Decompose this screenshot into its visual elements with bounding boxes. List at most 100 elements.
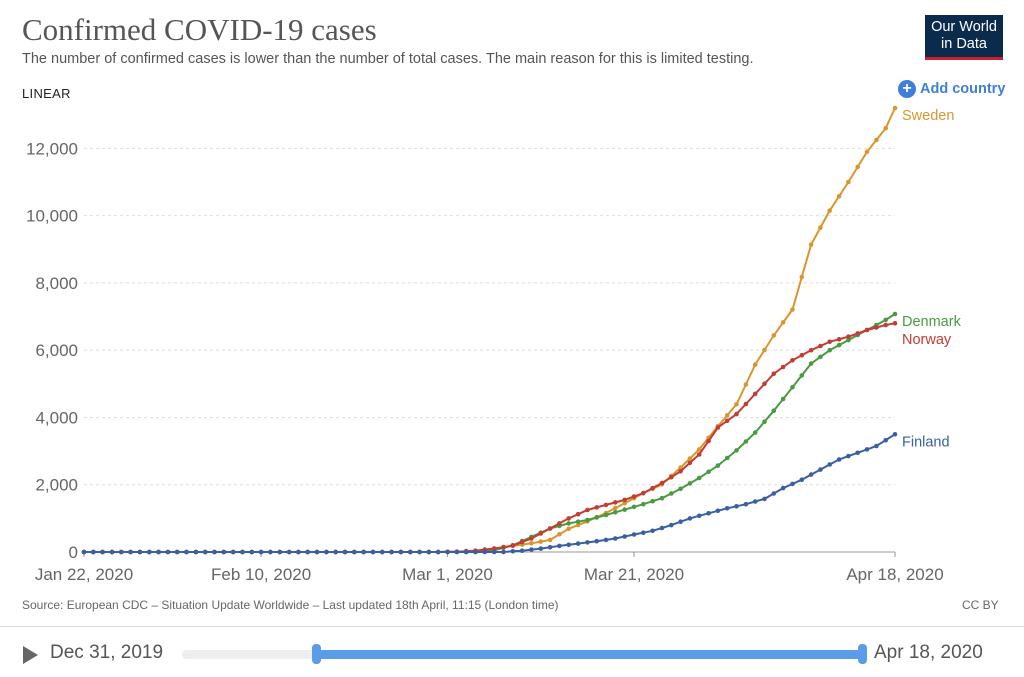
series-label-finland: Finland (902, 434, 950, 450)
data-point-sweden (883, 125, 888, 131)
timeline-start-handle[interactable] (312, 644, 321, 664)
logo-line-1: Our World (931, 19, 997, 35)
data-point-finland (641, 530, 646, 535)
data-point-denmark (743, 439, 749, 444)
data-point-finland (81, 549, 87, 555)
data-point-denmark (762, 419, 767, 425)
data-point-finland (594, 538, 599, 544)
data-point-finland (324, 549, 329, 555)
data-point-denmark (641, 501, 646, 507)
data-point-sweden (696, 447, 702, 452)
data-point-denmark (892, 311, 898, 317)
scale-toggle-button[interactable]: LINEAR (22, 86, 71, 101)
data-point-sweden (613, 505, 618, 511)
data-point-denmark (566, 521, 571, 526)
series-line-sweden (84, 107, 896, 553)
data-point-norway (864, 327, 870, 333)
timeline-end-date: Apr 18, 2020 (874, 642, 983, 663)
data-point-denmark (790, 384, 795, 390)
data-point-finland (100, 549, 105, 555)
data-point-finland (221, 549, 227, 555)
x-tick-label: Feb 10, 2020 (211, 565, 311, 584)
plus-icon: + (898, 80, 916, 98)
data-point-norway (734, 411, 739, 417)
data-point-norway (557, 521, 562, 526)
data-point-finland (454, 549, 460, 555)
data-point-finland (184, 549, 189, 555)
timeline-end-handle[interactable] (858, 644, 867, 664)
data-point-sweden (557, 532, 562, 537)
data-point-finland (212, 549, 217, 555)
series-line-finland (84, 433, 896, 553)
add-country-label: Add country (920, 81, 1006, 97)
data-point-sweden (855, 164, 860, 170)
data-point-sweden (818, 225, 823, 230)
data-point-finland (799, 477, 805, 483)
data-point-denmark (827, 347, 832, 353)
data-point-sweden (846, 179, 851, 185)
data-point-finland (547, 545, 553, 550)
owid-logo[interactable]: Our World in Data (925, 15, 1003, 60)
data-point-norway (613, 500, 618, 505)
data-point-finland (417, 549, 422, 555)
x-tick-label: Mar 1, 2020 (402, 565, 493, 584)
data-point-finland (352, 549, 357, 555)
data-point-norway (669, 474, 674, 480)
data-point-finland (501, 549, 506, 555)
data-point-finland (473, 549, 478, 555)
data-point-finland (724, 506, 730, 511)
license-link[interactable]: CC BY (962, 598, 999, 612)
data-point-finland (109, 549, 115, 555)
data-point-finland (659, 525, 665, 531)
data-point-norway (771, 371, 777, 377)
data-point-sweden (752, 362, 758, 367)
data-point-norway (706, 438, 711, 444)
data-point-finland (463, 549, 469, 555)
data-point-denmark (780, 396, 786, 402)
data-point-finland (408, 549, 413, 555)
data-point-finland (296, 549, 301, 555)
data-point-sweden (790, 307, 795, 312)
data-point-finland (613, 536, 618, 541)
data-point-norway (566, 516, 571, 521)
data-point-finland (650, 528, 655, 534)
data-point-norway (519, 539, 525, 545)
data-point-norway (883, 322, 888, 328)
data-point-denmark (594, 515, 599, 520)
y-tick-label: 0 (69, 543, 78, 562)
data-point-finland (249, 549, 255, 555)
data-point-finland (771, 491, 777, 496)
data-point-sweden (808, 242, 814, 247)
source-note: Source: European CDC – Situation Update … (22, 598, 559, 612)
data-point-sweden (892, 105, 898, 111)
y-tick-label: 6,000 (35, 341, 78, 360)
data-point-norway (762, 381, 767, 387)
y-tick-label: 8,000 (35, 274, 78, 293)
add-country-button[interactable]: + Add country (898, 80, 1005, 98)
data-point-finland (678, 519, 683, 524)
timeline-selected-range[interactable] (316, 650, 863, 659)
timeline-bar: Dec 31, 2019 Apr 18, 2020 (0, 626, 1024, 677)
data-point-norway (510, 543, 516, 548)
data-point-finland (864, 447, 870, 452)
data-point-finland (147, 549, 152, 555)
data-point-finland (855, 450, 860, 456)
data-point-norway (715, 425, 721, 430)
data-point-finland (883, 437, 888, 443)
chart-subtitle: The number of confirmed cases is lower t… (22, 51, 754, 67)
data-point-norway (575, 511, 581, 517)
data-point-finland (519, 548, 525, 553)
play-icon[interactable] (23, 646, 38, 664)
data-point-denmark (631, 504, 637, 510)
data-point-norway (836, 337, 842, 342)
data-point-denmark (846, 337, 851, 343)
data-point-finland (193, 549, 199, 555)
data-point-sweden (566, 526, 571, 532)
data-point-finland (333, 549, 339, 555)
data-point-denmark (715, 463, 721, 468)
data-point-finland (230, 549, 236, 555)
x-tick-label: Mar 21, 2020 (584, 565, 684, 584)
data-point-finland (91, 549, 96, 555)
y-tick-label: 12,000 (26, 139, 78, 158)
data-point-finland (566, 542, 571, 548)
